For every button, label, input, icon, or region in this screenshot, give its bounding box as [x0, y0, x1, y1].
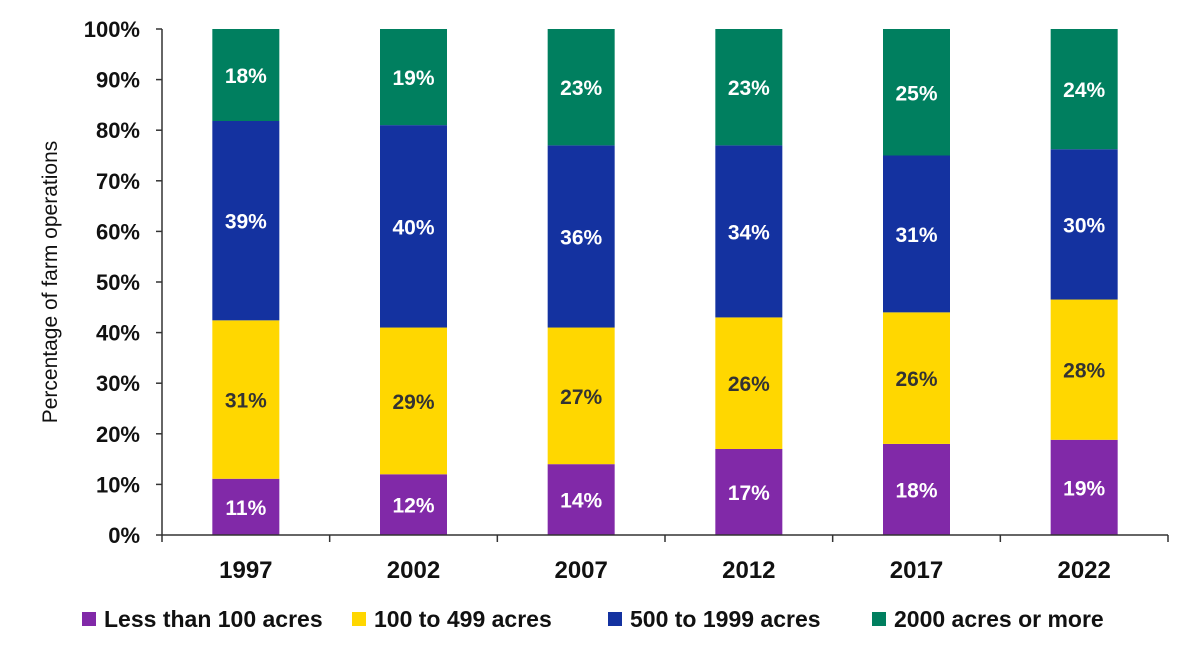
- y-tick-label: 10%: [96, 472, 140, 497]
- legend-swatch: [82, 612, 96, 626]
- x-tick-label: 1997: [219, 557, 272, 584]
- y-tick-label: 70%: [96, 169, 140, 194]
- y-tick-label: 50%: [96, 270, 140, 295]
- bar-segment: [212, 478, 280, 535]
- data-label: 17%: [728, 482, 770, 505]
- bar-segment: [883, 312, 950, 444]
- data-label: 23%: [728, 77, 770, 100]
- legend-swatch: [608, 612, 622, 626]
- x-tick-label: 2007: [554, 557, 607, 584]
- x-tick-label: 2017: [890, 557, 943, 584]
- data-label: 31%: [225, 390, 267, 413]
- legend-label: 500 to 1999 acres: [630, 606, 821, 632]
- bar-segment: [547, 464, 615, 535]
- bar-segment: [380, 474, 447, 535]
- bar-segment: [1050, 439, 1118, 535]
- data-label: 18%: [225, 65, 267, 88]
- bar-segment: [547, 327, 615, 465]
- data-label: 11%: [225, 497, 266, 520]
- y-axis-label: Percentage of farm operations: [39, 141, 62, 424]
- legend-swatch: [352, 612, 366, 626]
- legend-label: 2000 acres or more: [894, 606, 1104, 632]
- data-label: 18%: [895, 479, 937, 502]
- bar-segment: [883, 155, 950, 313]
- bar-segment: [380, 125, 447, 328]
- data-label: 39%: [225, 211, 267, 234]
- bar-segment: [715, 448, 783, 535]
- bar-segment: [547, 145, 615, 328]
- bar-segment: [212, 121, 280, 321]
- x-tick-label: 2022: [1057, 557, 1110, 584]
- data-label: 29%: [392, 391, 434, 414]
- data-label: 40%: [392, 216, 434, 239]
- data-label: 36%: [560, 226, 602, 249]
- bar-segment: [212, 320, 280, 479]
- y-tick-label: 90%: [96, 68, 140, 93]
- x-tick-label: 2002: [387, 557, 440, 584]
- data-label: 12%: [392, 495, 434, 518]
- bar-segment: [1050, 149, 1118, 300]
- legend-swatch: [872, 612, 886, 626]
- data-label: 34%: [728, 221, 770, 244]
- legend-label: Less than 100 acres: [104, 606, 323, 632]
- data-label: 26%: [895, 368, 937, 391]
- bar-segment: [380, 327, 447, 475]
- bar-segment: [547, 29, 615, 146]
- data-label: 30%: [1063, 214, 1105, 237]
- data-label: 19%: [1063, 477, 1105, 500]
- y-tick-label: 40%: [96, 321, 140, 346]
- bar-segment: [715, 317, 783, 449]
- y-tick-label: 30%: [96, 371, 140, 396]
- data-label: 25%: [895, 82, 937, 105]
- data-label: 14%: [560, 490, 602, 513]
- x-tick-label: 2012: [722, 557, 775, 584]
- bar-segment: [715, 29, 783, 146]
- y-tick-label: 0%: [108, 523, 140, 548]
- bar-segment: [883, 443, 950, 535]
- data-label: 23%: [560, 77, 602, 100]
- data-label: 19%: [392, 67, 434, 90]
- y-tick-label: 20%: [96, 422, 140, 447]
- bar-segment: [380, 29, 447, 126]
- legend-label: 100 to 499 acres: [374, 606, 552, 632]
- y-tick-label: 80%: [96, 118, 140, 143]
- bar-segment: [1050, 299, 1118, 440]
- bar-segment: [715, 145, 783, 318]
- y-tick-label: 100%: [84, 17, 140, 42]
- data-label: 28%: [1063, 360, 1105, 383]
- y-tick-label: 60%: [96, 219, 140, 244]
- bar-segment: [212, 29, 280, 121]
- data-label: 26%: [728, 373, 770, 396]
- bar-segment: [1050, 29, 1118, 150]
- bar-segment: [883, 29, 950, 156]
- data-label: 24%: [1063, 79, 1105, 102]
- data-label: 31%: [895, 224, 937, 247]
- data-label: 27%: [560, 386, 602, 409]
